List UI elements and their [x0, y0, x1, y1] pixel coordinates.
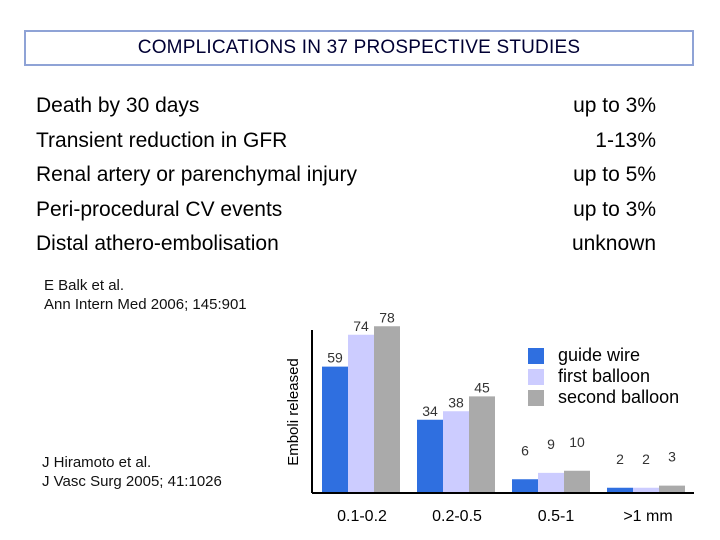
complication-value: up to 3%	[573, 94, 656, 117]
complications-list: Death by 30 days up to 3% Transient redu…	[36, 89, 656, 262]
complication-row: Transient reduction in GFR 1-13%	[36, 124, 656, 159]
data-label: 2	[616, 451, 624, 467]
bar	[538, 472, 564, 492]
complication-label: Renal artery or parenchymal injury	[36, 163, 357, 186]
bar	[512, 479, 538, 492]
data-label: 74	[353, 318, 369, 334]
data-label: 6	[521, 442, 529, 458]
legend-swatch	[528, 389, 544, 406]
complication-label: Death by 30 days	[36, 94, 200, 117]
complication-row: Death by 30 days up to 3%	[36, 89, 656, 124]
legend-swatch	[528, 347, 544, 364]
complication-label: Distal athero-embolisation	[36, 232, 279, 255]
data-label: 9	[547, 436, 555, 452]
complication-value: up to 5%	[573, 163, 656, 186]
bar	[564, 470, 590, 492]
complication-value: unknown	[571, 232, 656, 255]
data-label: 78	[379, 309, 395, 325]
complication-row: Peri-procedural CV events up to 3%	[36, 193, 656, 228]
data-label: 34	[422, 403, 438, 419]
category-label: >1 mm	[623, 508, 672, 525]
complication-value: up to 3%	[573, 197, 656, 221]
data-label: 38	[448, 394, 464, 410]
bar	[607, 487, 633, 492]
complication-value: 1-13%	[595, 128, 656, 152]
category-label: 0.1-0.2	[337, 508, 387, 525]
bar	[443, 411, 469, 492]
category-label: 0.2-0.5	[432, 508, 482, 525]
bar	[633, 487, 659, 492]
data-label: 10	[569, 434, 585, 450]
legend-label: guide wire	[558, 345, 641, 365]
data-label: 2	[642, 451, 650, 467]
chart-legend: guide wire first balloon second balloon	[528, 345, 679, 408]
complication-row: Distal athero-embolisation unknown	[36, 227, 656, 262]
y-axis-label: Emboli released	[285, 358, 302, 466]
reference-balk-line: E Balk et al.	[44, 277, 125, 294]
bar	[659, 485, 685, 492]
reference-balk-line: Ann Intern Med 2006; 145:901	[44, 296, 247, 313]
complication-row: Renal artery or parenchymal injury up to…	[36, 158, 656, 193]
data-label: 45	[474, 379, 490, 395]
complication-label: Transient reduction in GFR	[36, 128, 288, 152]
legend-label: second balloon	[558, 387, 680, 407]
bar	[322, 366, 348, 492]
data-label: 3	[668, 449, 676, 465]
legend-swatch	[528, 368, 544, 385]
legend-label: first balloon	[558, 366, 651, 386]
reference-balk: E Balk et al. Ann Intern Med 2006; 145:9…	[44, 276, 247, 314]
title-box: COMPLICATIONS IN 37 PROSPECTIVE STUDIES	[24, 30, 694, 66]
bar	[348, 334, 374, 492]
legend-item: first balloon	[528, 366, 679, 387]
bar	[469, 396, 495, 492]
complication-label: Peri-procedural CV events	[36, 197, 283, 221]
bar	[374, 326, 400, 492]
legend-item: second balloon	[528, 387, 679, 408]
reference-hiramoto-line: J Hiramoto et al.	[42, 454, 152, 471]
reference-hiramoto: J Hiramoto et al. J Vasc Surg 2005; 41:1…	[42, 453, 222, 491]
data-label: 59	[327, 350, 343, 366]
category-label: 0.5-1	[538, 508, 575, 525]
reference-hiramoto-line: J Vasc Surg 2005; 41:1026	[42, 473, 222, 490]
slide-title: COMPLICATIONS IN 37 PROSPECTIVE STUDIES	[137, 37, 581, 58]
bar	[417, 419, 443, 492]
legend-item: guide wire	[528, 345, 679, 366]
